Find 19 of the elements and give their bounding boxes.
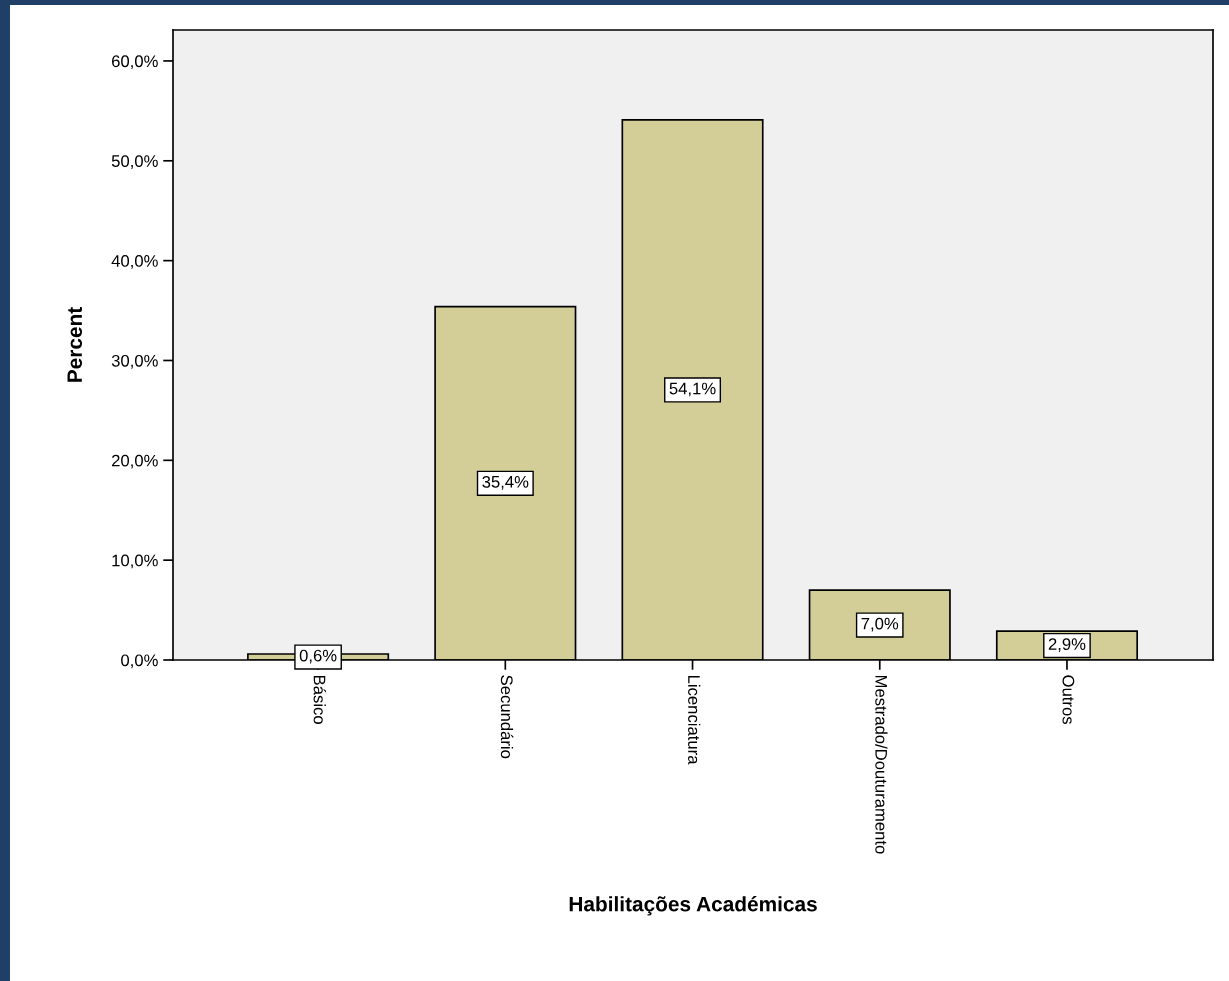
x-tick-label: Mestrado/Douturamento xyxy=(875,675,888,854)
data-label: 7,0% xyxy=(861,617,899,632)
data-label: 2,9% xyxy=(1048,638,1086,652)
x-tick-label: Outros xyxy=(1062,675,1075,724)
y-axis-title: Percent xyxy=(67,307,83,382)
y-tick-label: 0,0% xyxy=(121,654,158,669)
y-tick-label: 20,0% xyxy=(112,454,158,469)
y-tick-label: 60,0% xyxy=(112,55,158,70)
x-axis-title: Habilitações Académicas xyxy=(569,895,817,916)
x-tick-label: Básico xyxy=(313,675,327,724)
y-tick-label: 30,0% xyxy=(111,354,158,369)
y-tick-label: 40,0% xyxy=(111,255,158,269)
data-label: 54,1% xyxy=(669,382,716,397)
y-tick-label: 10,0% xyxy=(112,554,158,569)
data-label: 0,6% xyxy=(299,649,337,664)
x-tick-label: Licenciatura xyxy=(688,675,701,765)
x-tick-label: Secundário xyxy=(500,675,514,759)
y-tick-label: 50,0% xyxy=(111,155,158,169)
data-label: 35,4% xyxy=(482,475,529,490)
